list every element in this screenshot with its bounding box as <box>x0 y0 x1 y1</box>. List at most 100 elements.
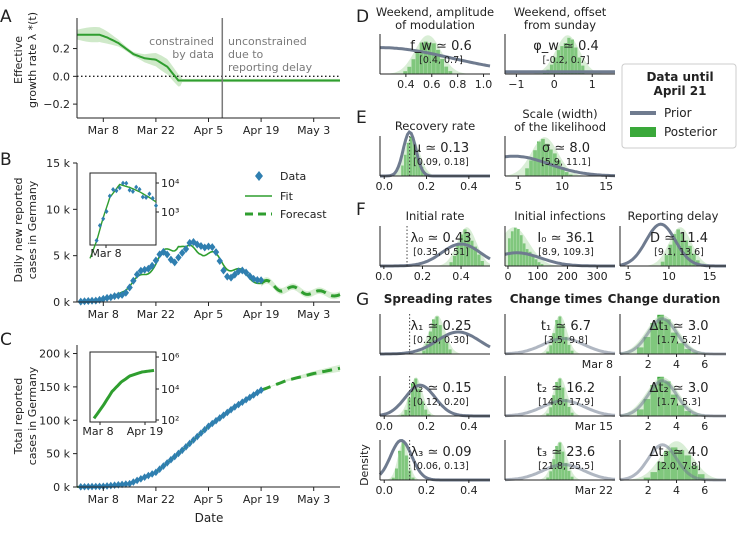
parameter-estimate: t₁ ≃ 6.7 <box>541 319 591 334</box>
data-point <box>160 462 167 470</box>
unconstrained-label-line1: unconstrained <box>228 35 307 48</box>
panel-g-change-duration-1: 2 4 6 Δt₁ ≃ 3.0[1.7, 5.2] <box>619 314 726 371</box>
inset-data-point <box>154 203 158 209</box>
y-tick-label: 150 k <box>39 381 70 394</box>
mini-tick-label: 0.0 <box>375 180 393 193</box>
inset-data-point <box>150 195 155 201</box>
mini-tick-label: 100 <box>527 270 548 283</box>
panel-g-change-time-3: Mar 22 t₃ ≃ 23.6[21.8, 25.5] <box>504 440 616 497</box>
parameter-estimate: Δt₃ ≃ 4.0 <box>649 445 708 460</box>
unconstrained-label-line3: reporting delay <box>228 61 313 74</box>
parameter-estimate: λ₃ ≃ 0.09 <box>410 445 471 460</box>
data-point <box>224 408 231 417</box>
inset-data-point <box>127 187 132 193</box>
constrained-label-line2: by data <box>172 48 214 61</box>
data-point <box>209 243 216 252</box>
x-tick-label: Apr 5 <box>194 308 224 321</box>
legend-prior-label: Prior <box>664 106 692 120</box>
credible-interval: [8.9, 109.3] <box>538 247 594 258</box>
data-point <box>212 248 220 257</box>
data-point <box>182 443 189 451</box>
credible-interval: [2.0, 7.8] <box>657 461 701 472</box>
panel-b-legend: Data Fit Forecast <box>245 170 327 221</box>
x-tick-label: Apr 19 <box>243 493 280 506</box>
x-axis-title: Date <box>195 511 224 525</box>
y-tick-label: 200 k <box>39 348 70 361</box>
mini-tick-label: Mar 15 <box>575 420 613 433</box>
panel-c: Total reported cases in Germany 0 k 50 k 1… <box>12 345 341 525</box>
y-tick-label: 50 k <box>46 448 70 461</box>
panel-c-ylabel-line2: cases in Germany <box>26 366 39 465</box>
mini-tick-label: 0.4 <box>452 270 470 283</box>
posterior-density <box>380 377 490 416</box>
data-point <box>250 391 257 399</box>
panel-label-d: D <box>356 7 369 27</box>
x-tick-label: Apr 5 <box>194 124 224 137</box>
data-point <box>254 275 261 284</box>
panel-c-y-ticks: 0 k 50 k 100 k 150 k 200 k <box>39 348 77 494</box>
mini-tick-label: 15 <box>703 270 717 283</box>
panel-g-spreading-rate-1: λ₁ ≃ 0.25[0.20, 0.30] <box>379 314 491 356</box>
credible-interval: [-0.2, 0.7] <box>542 55 589 66</box>
legend-title-line2: April 21 <box>654 84 707 98</box>
panel-a: Effective growth rate λ *(t) 0.20.0−0.2 … <box>12 12 340 137</box>
panel-label-a: A <box>0 7 12 27</box>
mini-tick-label: 0.0 <box>375 270 393 283</box>
posterior-density <box>505 137 615 176</box>
panel-c-inset-fit <box>92 368 155 420</box>
panel-label-b: B <box>0 150 12 170</box>
panel-b-forecast-band <box>261 277 340 300</box>
mini-title: Scale (width) <box>522 107 597 121</box>
inset-data-point <box>107 193 112 199</box>
y-tick-label: 0.0 <box>53 70 71 83</box>
data-point <box>201 425 208 434</box>
constrained-label-line1: constrained <box>149 35 214 48</box>
mini-tick-label: Mar 22 <box>575 484 613 497</box>
panel-a-growth-rate-line <box>77 33 340 82</box>
inset-data-point <box>140 194 145 200</box>
panel-g-change-duration-3: 2 4 6 Δt₃ ≃ 4.0[2.0, 7.8] <box>619 440 726 497</box>
prior-curve <box>504 337 616 356</box>
data-point <box>190 436 197 444</box>
posterior-density <box>380 441 490 480</box>
legend-title-line1: Data until <box>646 70 713 84</box>
mini-tick-label: 10 <box>555 180 569 193</box>
posterior-density <box>505 35 615 74</box>
parameter-estimate: λ₁ ≃ 0.25 <box>410 319 471 334</box>
data-point <box>145 471 152 480</box>
data-point <box>81 297 88 306</box>
mini-tick-label: 0.4 <box>460 484 478 497</box>
x-tick-label: Apr 19 <box>243 124 280 137</box>
prior-curve <box>504 399 616 418</box>
inset-b-ytick-1e3: 10³ <box>161 206 179 219</box>
panel-c-ylabel-line1: Total reported <box>12 378 25 456</box>
credible-interval: [14.6, 17.9] <box>538 397 594 408</box>
data-point <box>141 265 148 274</box>
mini-tick-label: 4 <box>673 420 680 433</box>
mini-tick-label: 0.4 <box>460 420 478 433</box>
mini-tick-label: 0.8 <box>449 78 467 91</box>
mini-title: Initial infections <box>514 209 605 223</box>
credible-interval: [0.12, 0.20] <box>413 397 469 408</box>
mini-tick-label: 10 <box>662 270 676 283</box>
panel-b-ylabel-line2: cases in Germany <box>26 180 39 279</box>
mini-title: from sunday <box>524 18 596 32</box>
panel-g-change-duration-2: 2 4 6 Δt₂ ≃ 3.0[1.7, 5.3] <box>619 376 726 433</box>
data-point <box>156 465 163 473</box>
panel-g-change-time-1: Mar 8 t₁ ≃ 6.7[3.5, 9.8] <box>504 314 616 371</box>
data-point <box>148 261 156 270</box>
panel-a-ylabel-line1: Effective <box>12 36 25 84</box>
inset-data-point <box>144 194 149 200</box>
x-tick-label: Mar 8 <box>88 308 119 321</box>
mini-tick-label: 0.2 <box>414 270 432 283</box>
x-tick-label: Mar 8 <box>88 124 119 137</box>
data-point <box>186 439 193 448</box>
panel-g-spreading-rate-2: 0.0 0.2 0.4 λ₂ ≃ 0.15[0.12, 0.20] <box>375 376 490 433</box>
g-header-change-duration: Change duration <box>608 292 721 306</box>
mini-tick-label: 1 <box>589 78 596 91</box>
inset-c-ytick-1e2: 10² <box>161 414 179 427</box>
panel-e-likelihood-scale: 5 10 15 Scale (width)of the likelihood σ ≃ 8… <box>504 107 616 193</box>
